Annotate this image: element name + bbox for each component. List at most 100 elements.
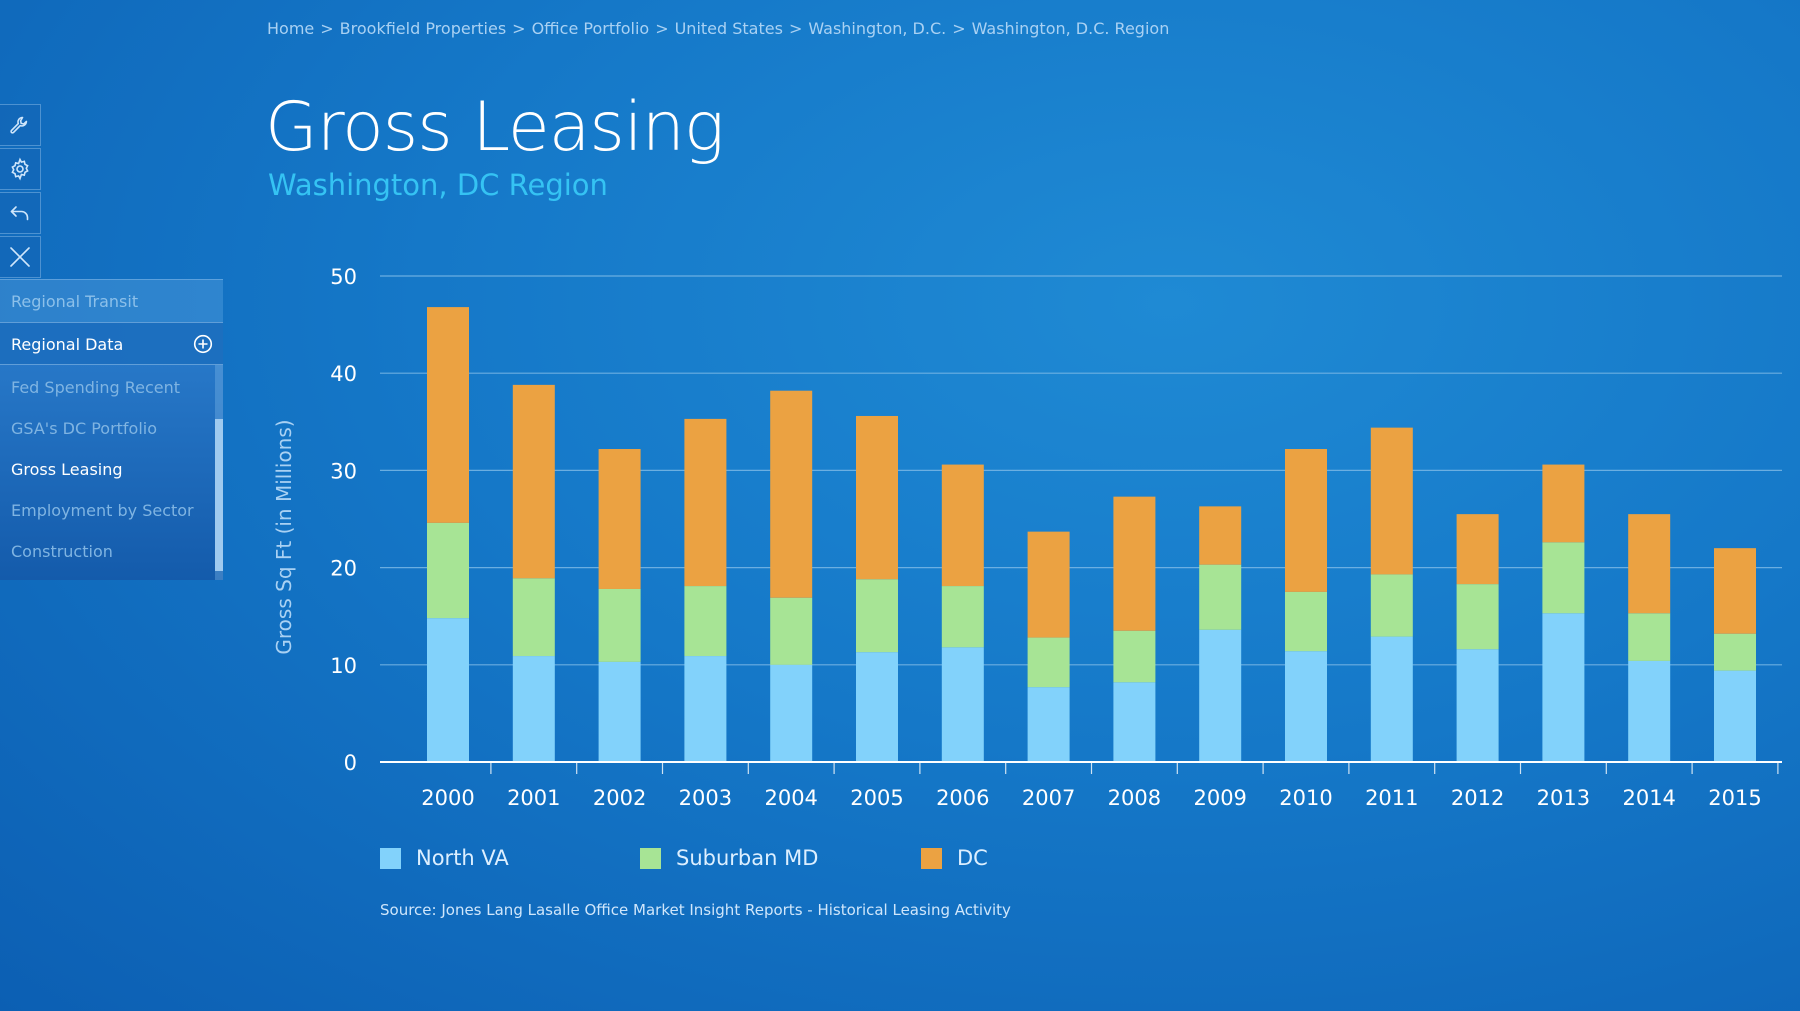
bar-segment-suburban-md: [1628, 613, 1671, 661]
bar-segment-north-va: [770, 664, 813, 762]
menu-item-label: Regional Data: [11, 335, 124, 354]
x-tick-label: 2014: [1622, 786, 1675, 810]
bar-segment-suburban-md: [941, 586, 984, 648]
bar-segment-dc: [856, 415, 898, 580]
bar-segment-suburban-md: [1370, 574, 1413, 637]
toolbar: [0, 104, 41, 280]
breadcrumb-separator: >: [788, 19, 803, 38]
bar-segment-dc: [1542, 464, 1585, 543]
bar-segment-north-va: [684, 656, 727, 762]
x-tick-label: 2012: [1451, 786, 1504, 810]
breadcrumb-link-office-portfolio[interactable]: Office Portfolio: [531, 19, 650, 38]
x-tick-label: 2002: [593, 786, 646, 810]
bar-segment-suburban-md: [1542, 542, 1585, 614]
page-subtitle: Washington, DC Region: [268, 168, 608, 202]
submenu-item-construction[interactable]: Construction: [11, 542, 113, 561]
breadcrumb-current-region[interactable]: Washington, D.C. Region: [971, 19, 1170, 38]
breadcrumb: Home > Brookfield Properties > Office Portfo…: [267, 19, 1169, 38]
submenu-regional-data: Fed Spending Recent GSA's DC Portfolio G…: [0, 365, 223, 580]
bar-segment-dc: [1113, 496, 1156, 631]
x-tick-label: 2005: [850, 786, 903, 810]
bar-segment-north-va: [1027, 687, 1070, 762]
bar-segment-suburban-md: [1113, 630, 1156, 683]
submenu-scrollbar[interactable]: [215, 365, 223, 580]
bar-segment-suburban-md: [512, 578, 555, 657]
menu-item-regional-data[interactable]: Regional Data: [0, 322, 223, 365]
x-tick-label: 2007: [1022, 786, 1075, 810]
bar-segment-north-va: [1199, 629, 1242, 762]
breadcrumb-link-home[interactable]: Home: [267, 19, 315, 38]
breadcrumb-separator: >: [952, 19, 966, 38]
breadcrumb-link-united-states[interactable]: United States: [674, 19, 783, 38]
y-tick-label: 30: [330, 459, 357, 483]
x-tick-label: 2003: [679, 786, 732, 810]
bar-segment-dc: [1199, 506, 1242, 565]
legend-item-suburban-md: Suburban MD: [640, 846, 818, 870]
y-tick-label: 20: [330, 557, 357, 581]
wrench-button[interactable]: [0, 104, 41, 146]
x-tick-label: 2004: [764, 786, 817, 810]
breadcrumb-link-washington-dc[interactable]: Washington, D.C.: [808, 19, 947, 38]
bar-segment-north-va: [427, 618, 469, 762]
bar-segment-dc: [1027, 531, 1070, 638]
bar-segment-north-va: [1628, 660, 1671, 762]
x-tick-label: 2008: [1108, 786, 1161, 810]
close-button[interactable]: [0, 236, 41, 278]
x-tick-label: 2006: [936, 786, 989, 810]
close-icon: [10, 247, 30, 267]
breadcrumb-separator: >: [320, 19, 334, 38]
bar-segment-north-va: [512, 656, 555, 762]
legend-swatch-dc: [921, 847, 942, 869]
submenu-item-gsa-portfolio[interactable]: GSA's DC Portfolio: [11, 419, 158, 438]
plus-circle-icon[interactable]: [193, 334, 213, 354]
bar-segment-suburban-md: [1199, 564, 1242, 630]
scrollbar-thumb[interactable]: [215, 419, 223, 571]
bar-segment-dc: [1456, 514, 1499, 585]
legend-label-suburban-md: Suburban MD: [676, 846, 819, 870]
bar-segment-north-va: [598, 661, 641, 762]
y-tick-label: 0: [344, 751, 357, 775]
x-tick-label: 2001: [507, 786, 560, 810]
submenu-item-gross-leasing[interactable]: Gross Leasing: [11, 460, 123, 479]
bar-segment-north-va: [1113, 682, 1156, 762]
submenu-item-employment[interactable]: Employment by Sector: [11, 501, 194, 520]
bar-segment-dc: [598, 449, 641, 589]
bar-segment-dc: [1285, 449, 1327, 592]
gear-icon: [11, 157, 29, 181]
source-note: Source: Jones Lang Lasalle Office Market…: [380, 901, 1011, 919]
x-tick-label: 2009: [1193, 786, 1246, 810]
breadcrumb-link-brookfield[interactable]: Brookfield Properties: [339, 19, 507, 38]
legend-item-dc: DC: [921, 846, 988, 870]
bar-segment-suburban-md: [770, 597, 813, 665]
bar-segment-dc: [1714, 548, 1756, 634]
bar-segment-north-va: [1714, 670, 1756, 762]
submenu-item-fed-spending[interactable]: Fed Spending Recent: [11, 378, 180, 397]
bar-segment-dc: [512, 384, 555, 579]
bar-segment-suburban-md: [1456, 584, 1499, 650]
y-tick-label: 10: [330, 654, 357, 678]
bar-segment-north-va: [941, 647, 984, 762]
bar-segment-north-va: [856, 652, 898, 762]
bar-segment-suburban-md: [1285, 591, 1327, 652]
legend-label-north-va: North VA: [416, 846, 509, 870]
settings-button[interactable]: [0, 148, 41, 190]
wrench-icon: [10, 116, 28, 134]
legend-swatch-suburban-md: [640, 847, 661, 869]
menu-item-regional-transit[interactable]: Regional Transit: [0, 279, 223, 322]
bar-segment-dc: [1628, 514, 1671, 614]
legend-swatch-north-va: [380, 847, 401, 869]
x-tick-label: 2011: [1365, 786, 1418, 810]
y-tick-label: 40: [330, 362, 357, 386]
back-button[interactable]: [0, 192, 41, 234]
bar-segment-dc: [941, 464, 984, 587]
legend-item-north-va: North VA: [380, 846, 509, 870]
page-title: Gross Leasing: [265, 88, 725, 167]
breadcrumb-separator: >: [655, 19, 669, 38]
x-tick-label: 2015: [1708, 786, 1761, 810]
x-tick-label: 2000: [421, 786, 474, 810]
bar-segment-suburban-md: [598, 588, 641, 662]
bar-segment-dc: [684, 418, 727, 587]
x-tick-label: 2013: [1537, 786, 1590, 810]
side-menu: Regional Transit Regional Data Fed Spend…: [0, 279, 223, 580]
